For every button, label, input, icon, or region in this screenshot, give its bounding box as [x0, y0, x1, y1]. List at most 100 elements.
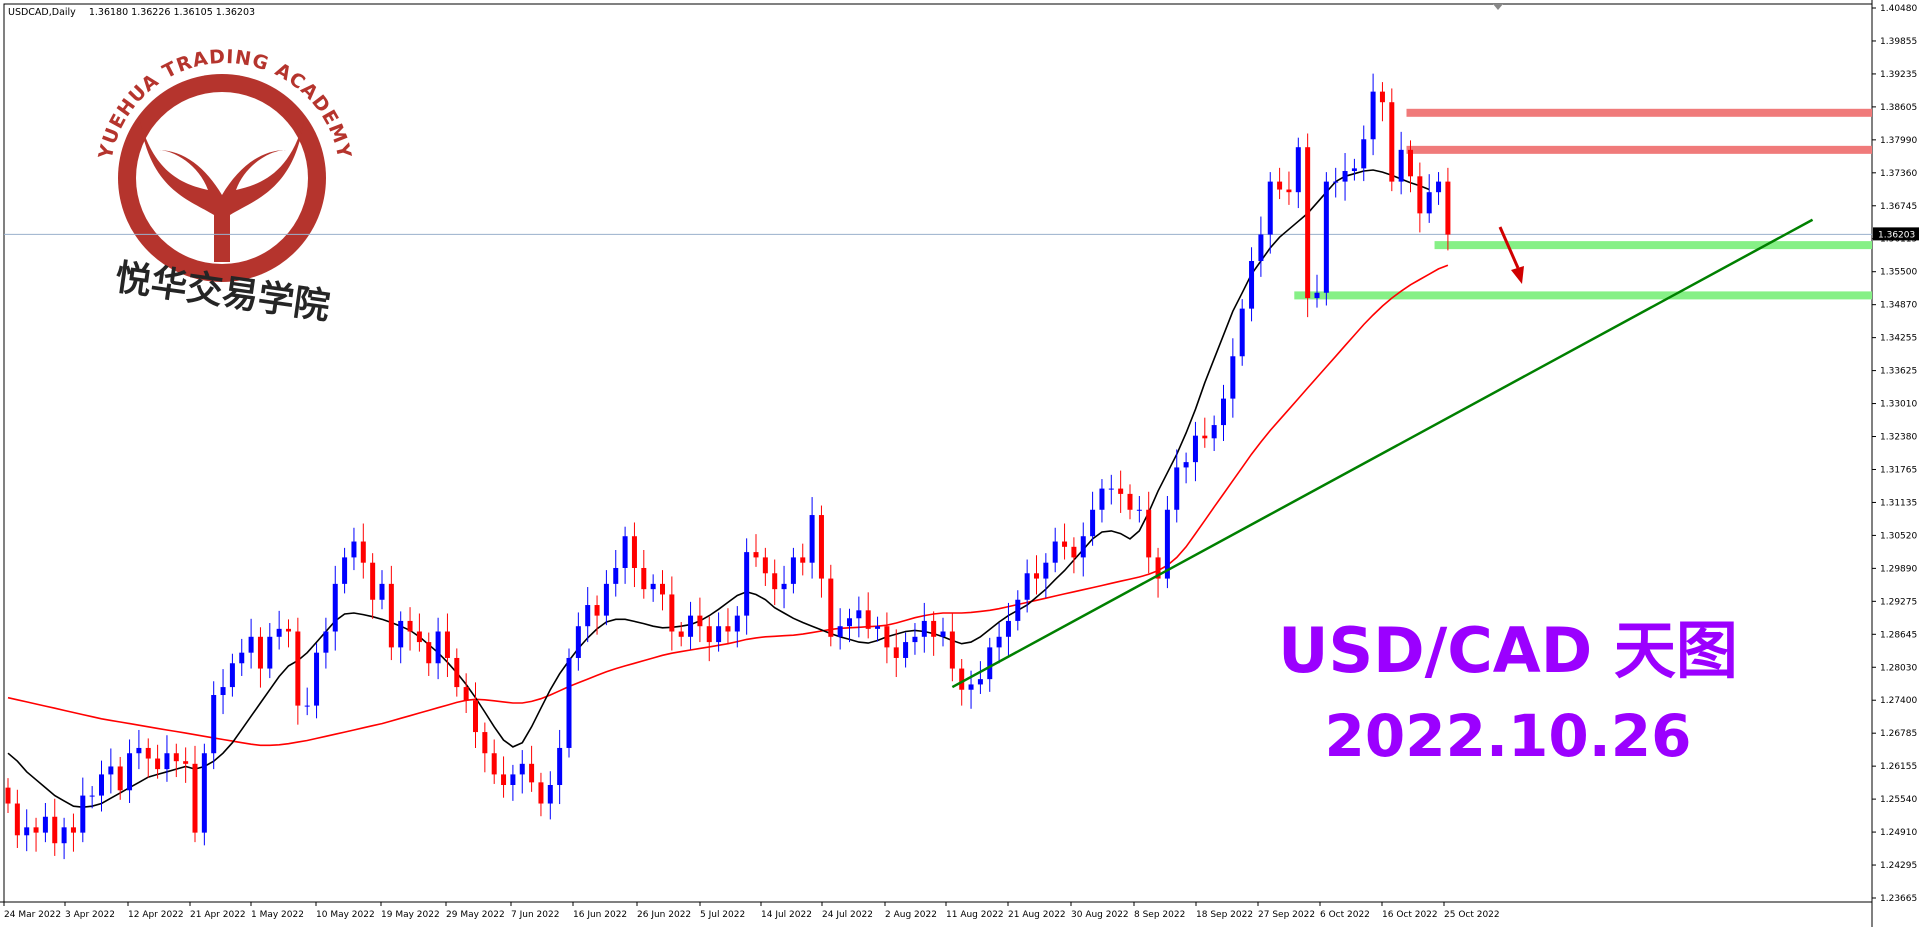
candle-body [519, 763, 525, 775]
candle-body [304, 705, 310, 707]
x-tick-label: 19 May 2022 [381, 910, 440, 920]
candle-body [1052, 541, 1058, 563]
candle-body [444, 631, 450, 658]
candle-body [201, 753, 207, 833]
candle-body [996, 636, 1002, 648]
x-tick-label: 1 May 2022 [251, 910, 304, 920]
candle-body [117, 766, 123, 791]
x-tick-label: 7 Jun 2022 [511, 910, 559, 920]
zones-layer [4, 108, 1872, 300]
candle-body [276, 628, 282, 637]
candle-body [1211, 425, 1217, 439]
candle-body [70, 827, 76, 833]
candle-body [744, 552, 750, 616]
candle-body [108, 766, 114, 775]
candle-body [220, 687, 226, 696]
trendline-layer [951, 218, 1814, 689]
candle-body [800, 557, 806, 563]
candle-body [1108, 488, 1114, 490]
candle-body [1445, 181, 1451, 235]
x-tick-label: 5 Jul 2022 [700, 910, 745, 920]
candle-body [267, 636, 273, 669]
x-tick-label: 11 Aug 2022 [946, 910, 1004, 920]
candle-body [407, 620, 413, 632]
x-tick-label: 21 Aug 2022 [1008, 910, 1066, 920]
candle-body [1192, 435, 1198, 463]
trendline [951, 218, 1814, 689]
candle-body [14, 803, 20, 836]
candle-body [566, 657, 572, 748]
y-tick-label: 1.33010 [1880, 400, 1917, 410]
current-price-label: 1.36203 [1878, 230, 1915, 240]
candle-body [1286, 189, 1292, 193]
x-tick-label: 26 Jun 2022 [637, 910, 691, 920]
candle-body [538, 782, 544, 804]
candle-body [482, 732, 488, 754]
candle-body [192, 763, 198, 833]
candle-body [1295, 147, 1301, 193]
ma50-line [7, 264, 1449, 747]
x-tick-label: 24 Jul 2022 [822, 910, 873, 920]
candle-body [1277, 181, 1283, 190]
ma20-line [7, 169, 1430, 809]
candle-body [940, 631, 946, 637]
candle-body [837, 626, 843, 637]
candle-body [145, 747, 151, 759]
candle-body [949, 631, 955, 669]
support-zone-1 [1434, 241, 1872, 250]
candle-body [1202, 435, 1208, 439]
candle-body [753, 552, 759, 558]
candle-body [697, 615, 703, 627]
candle-body [575, 626, 581, 658]
y-tick-label: 1.34870 [1880, 301, 1917, 311]
candle-body [1426, 192, 1432, 214]
candle-body [42, 816, 48, 833]
y-tick-label: 1.39235 [1880, 70, 1917, 80]
candle-body [501, 774, 507, 785]
x-tick-label: 6 Oct 2022 [1320, 910, 1370, 920]
candle-body [342, 557, 348, 584]
candle-body [1043, 562, 1049, 579]
candle-body [893, 647, 899, 658]
candle-body [977, 679, 983, 685]
x-tick-label: 16 Jun 2022 [573, 910, 627, 920]
candle-body [688, 615, 694, 637]
candle-body [1183, 462, 1189, 468]
watermark-logo: YUEHUA TRADING ACADEMY 悦华交易学院 [94, 46, 354, 328]
candle-body [473, 700, 478, 733]
candle-body [1174, 467, 1180, 510]
candle-body [585, 605, 591, 627]
candle-body [80, 795, 86, 833]
x-tick-label: 16 Oct 2022 [1382, 910, 1438, 920]
candle-body [463, 687, 469, 701]
x-tick-label: 29 May 2022 [446, 910, 505, 920]
y-tick-label: 1.28030 [1880, 663, 1917, 673]
y-tick-label: 1.35500 [1880, 268, 1917, 278]
x-tick-label: 3 Apr 2022 [65, 910, 115, 920]
candle-body [959, 668, 965, 690]
candle-body [884, 626, 890, 648]
y-tick-label: 1.24910 [1880, 828, 1917, 838]
candle-body [603, 583, 609, 616]
candle-body [510, 774, 516, 785]
candle-body [1136, 509, 1142, 511]
y-tick-label: 1.28645 [1880, 630, 1917, 640]
current-price-box [1873, 227, 1919, 241]
x-tick-label: 12 Apr 2022 [128, 910, 184, 920]
candle-body [557, 747, 563, 785]
scroll-marker-icon[interactable] [1493, 4, 1503, 10]
y-tick-label: 1.39855 [1880, 37, 1917, 47]
candle-body [856, 610, 862, 619]
y-tick-label: 1.31135 [1880, 498, 1917, 508]
candle-body [416, 631, 422, 643]
candle-body [248, 636, 254, 653]
support-zone-2 [1294, 291, 1872, 300]
candle-body [1118, 488, 1124, 494]
candle-body [1155, 557, 1161, 579]
candle-body [173, 753, 179, 762]
candle-body [398, 620, 404, 648]
candle-body [818, 515, 824, 579]
candle-body [33, 827, 39, 833]
candle-body [351, 541, 357, 558]
